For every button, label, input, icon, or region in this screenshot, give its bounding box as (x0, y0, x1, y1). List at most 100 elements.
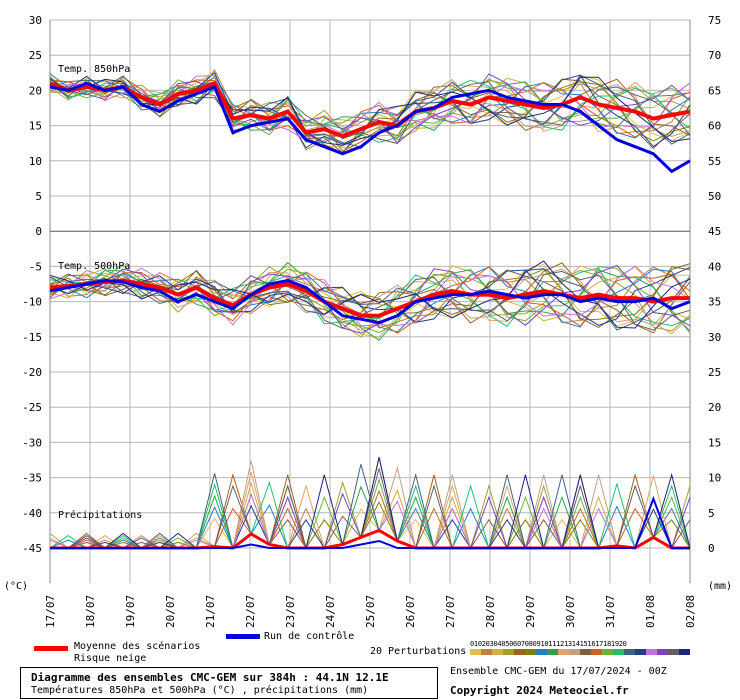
right-tick-label: 5 (708, 507, 715, 520)
legend-control-line (226, 634, 260, 639)
perturbation-t850-line (49, 78, 691, 154)
perturbation-t500-line (49, 267, 691, 328)
left-tick-label: -45 (22, 542, 42, 555)
control-t850-line (49, 81, 691, 174)
right-tick-label: 65 (708, 84, 721, 97)
right-tick-label: 60 (708, 120, 721, 133)
mean-t850-line (49, 80, 691, 139)
perturbation-t500-line (49, 263, 691, 328)
x-tick-label: 24/07 (324, 595, 337, 628)
panel-label-precip: Précipitations (58, 509, 142, 521)
perturbation-swatch (646, 649, 657, 655)
perturbation-swatch (536, 649, 547, 655)
perturbation-t500-line (49, 265, 691, 334)
control-t500-line (49, 278, 691, 325)
left-tick-label: -35 (22, 472, 42, 485)
legend-mean-line (34, 646, 68, 651)
right-tick-label: 20 (708, 401, 721, 414)
perturbation-swatch (525, 649, 536, 655)
right-tick-label: 50 (708, 190, 721, 203)
left-tick-label: 25 (29, 49, 42, 62)
x-tick-label: 27/07 (444, 595, 457, 628)
left-tick-label: 30 (29, 14, 42, 27)
x-tick-label: 31/07 (604, 595, 617, 628)
left-unit-label: (°C) (4, 581, 28, 592)
legend-perturbations-label: 20 Perturbations (370, 646, 467, 657)
x-tick-label: 28/07 (484, 595, 497, 628)
perturbation-t500-line (49, 270, 691, 331)
perturbation-swatch (514, 649, 525, 655)
perturbation-swatch (591, 649, 602, 655)
right-tick-label: 30 (708, 331, 721, 344)
perturbation-swatch (547, 649, 558, 655)
perturbation-swatch (470, 649, 481, 655)
footer-title: Diagramme des ensembles CMC-GEM sur 384h… (31, 671, 389, 684)
right-tick-label: 10 (708, 472, 721, 485)
right-tick-label: 0 (708, 542, 715, 555)
perturbation-swatch (569, 649, 580, 655)
left-tick-label: -5 (29, 260, 42, 273)
right-tick-label: 75 (708, 14, 721, 27)
left-tick-label: 0 (35, 225, 42, 238)
footer-subtitle: Températures 850hPa et 500hPa (°C) , pré… (31, 685, 369, 696)
perturbation-swatch (481, 649, 492, 655)
perturbation-t500-line (49, 265, 691, 338)
x-tick-label: 29/07 (524, 595, 537, 628)
perturbation-swatch (635, 649, 646, 655)
perturbation-swatch (624, 649, 635, 655)
perturbation-t850-line (49, 75, 691, 142)
right-tick-label: 45 (708, 225, 721, 238)
perturbation-swatch (602, 649, 613, 655)
perturbation-t500-line (49, 265, 691, 327)
mean-t500-line (49, 278, 690, 318)
x-tick-label: 18/07 (84, 595, 97, 628)
x-axis-ticks: 17/07 18/07 19/07 20/07 21/07 22/07 23/07 24/07… (44, 595, 697, 628)
left-tick-label: -40 (22, 507, 42, 520)
right-tick-label: 70 (708, 49, 721, 62)
legend-mean-label: Moyenne des scénarios (74, 641, 201, 652)
left-tick-label: 5 (35, 190, 42, 203)
left-tick-label: -25 (22, 401, 42, 414)
perturbation-t500-line (49, 261, 691, 341)
perturbation-swatch (657, 649, 668, 655)
left-tick-label: 20 (29, 84, 42, 97)
left-axis-ticks: 30 25 20 15 10 5 0 -5 -10 -15 -20 -25 -30 -35 -40 -45 (22, 14, 42, 555)
left-tick-label: -15 (22, 331, 42, 344)
perturbation-swatch (679, 649, 690, 655)
perturbation-swatch (668, 649, 679, 655)
right-tick-label: 40 (708, 260, 721, 273)
x-tick-label: 17/07 (44, 595, 57, 628)
left-tick-label: 15 (29, 120, 42, 133)
main-series-lines (49, 80, 691, 550)
x-tick-label: 26/07 (404, 595, 417, 628)
x-tick-label: 22/07 (244, 595, 257, 628)
right-tick-label: 55 (708, 155, 721, 168)
perturbation-swatch (613, 649, 624, 655)
right-tick-label: 25 (708, 366, 721, 379)
x-tick-label: 30/07 (564, 595, 577, 628)
legend-snow-label: Risque neige (74, 653, 147, 664)
perturbation-swatch (503, 649, 514, 655)
panel-label-t500: Temp. 500hPa (58, 261, 130, 272)
right-unit-label: (mm) (708, 581, 732, 592)
perturbation-swatch (492, 649, 503, 655)
right-tick-label: 15 (708, 436, 721, 449)
x-tick-label: 25/07 (364, 595, 377, 628)
x-tick-label: 21/07 (204, 595, 217, 628)
x-tick-label: 20/07 (164, 595, 177, 628)
left-tick-label: -10 (22, 296, 42, 309)
legend-perturbation-swatches (470, 649, 690, 655)
left-tick-label: -30 (22, 436, 42, 449)
legend-perturbation-numbers: 0102030405060708091011121314151617181920 (470, 640, 627, 648)
footer-title-box: Diagramme des ensembles CMC-GEM sur 384h… (20, 667, 438, 699)
perturbation-swatch (558, 649, 569, 655)
footer-copyright: Copyright 2024 Meteociel.fr (450, 684, 629, 697)
footer-ensemble: Ensemble CMC-GEM du 17/07/2024 - 00Z (450, 666, 667, 677)
legend-control-label: Run de contrôle (264, 631, 355, 642)
x-tick-label: 02/08 (684, 595, 697, 628)
control-precip-line (50, 495, 690, 549)
left-tick-label: 10 (29, 155, 42, 168)
panel-label-t850: Temp. 850hPa (58, 64, 130, 75)
